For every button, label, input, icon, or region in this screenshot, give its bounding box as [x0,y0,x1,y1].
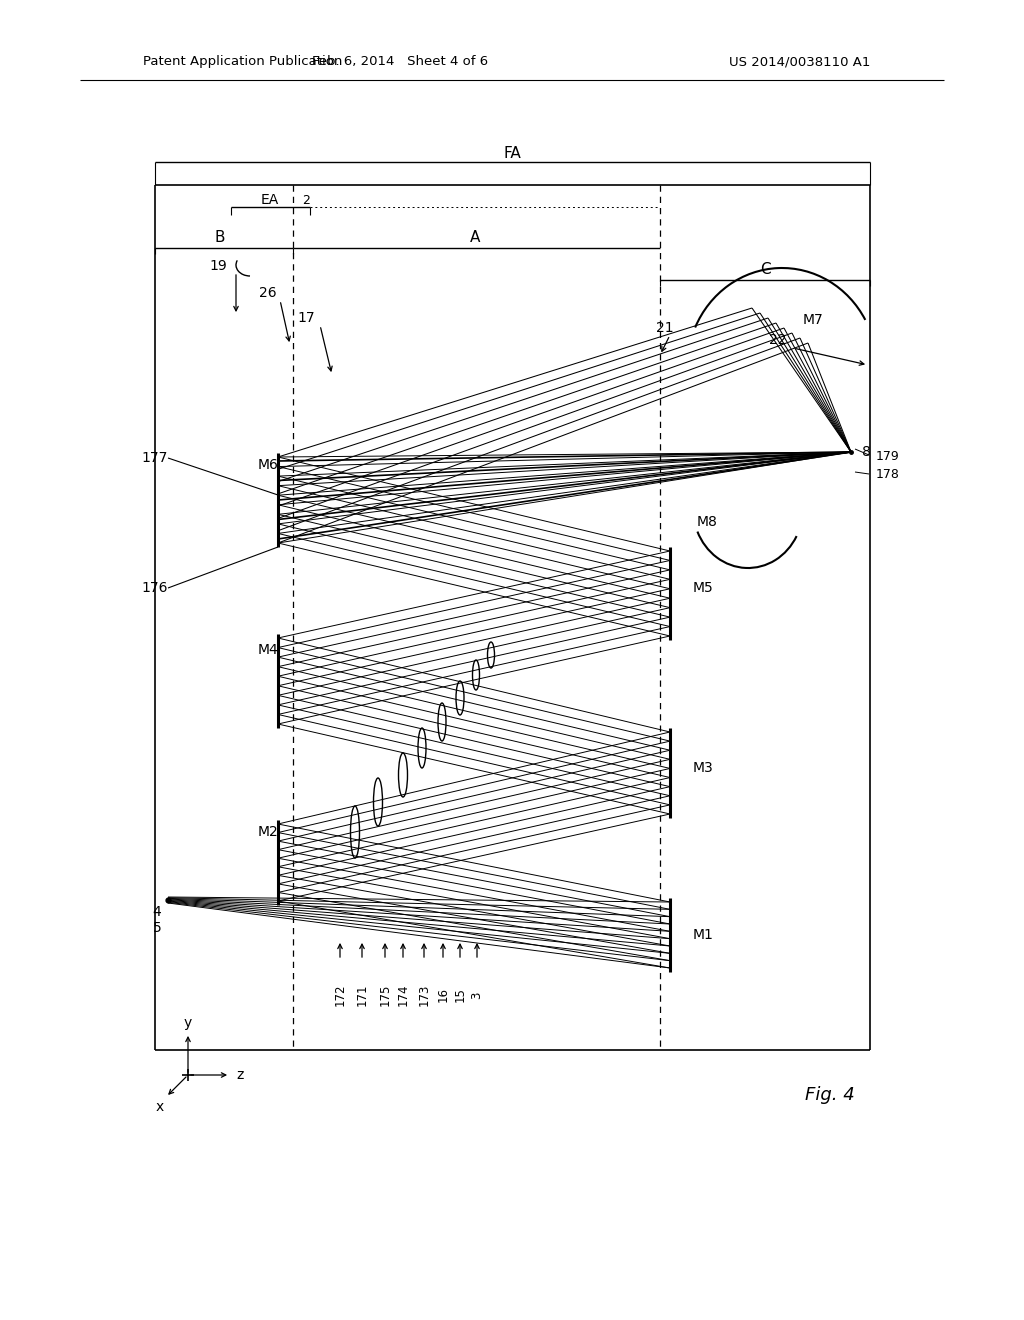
Text: 26: 26 [259,286,276,300]
Text: 174: 174 [396,983,410,1006]
Text: M1: M1 [693,928,714,942]
Text: 178: 178 [876,467,900,480]
Text: 2: 2 [302,194,310,206]
Text: M3: M3 [693,762,714,775]
Text: Patent Application Publication: Patent Application Publication [143,55,342,69]
Text: 4: 4 [153,906,162,919]
Text: M8: M8 [697,515,718,529]
Text: EA: EA [261,193,280,207]
Text: M6: M6 [258,458,279,473]
Text: M2: M2 [258,825,279,840]
Text: 179: 179 [876,450,900,462]
Text: M7: M7 [803,313,823,327]
Text: x: x [156,1100,164,1114]
Text: y: y [184,1016,193,1030]
Text: 177: 177 [141,451,168,465]
Text: 8: 8 [862,445,870,459]
Text: 176: 176 [141,581,168,595]
Text: 171: 171 [355,983,369,1006]
Text: M4: M4 [258,643,279,657]
Text: 19: 19 [209,259,227,273]
Text: 17: 17 [297,312,314,325]
Text: 172: 172 [334,983,346,1006]
Text: US 2014/0038110 A1: US 2014/0038110 A1 [729,55,870,69]
Text: 175: 175 [379,983,391,1006]
Text: Feb. 6, 2014   Sheet 4 of 6: Feb. 6, 2014 Sheet 4 of 6 [312,55,488,69]
Text: 22: 22 [769,333,786,347]
Text: A: A [470,231,480,246]
Text: 173: 173 [418,983,430,1006]
Text: Fig. 4: Fig. 4 [805,1086,855,1104]
Text: 5: 5 [153,921,162,935]
Text: C: C [760,263,770,277]
Text: 3: 3 [470,991,483,999]
Text: 15: 15 [454,987,467,1002]
Text: 16: 16 [436,987,450,1002]
Text: B: B [215,231,225,246]
Text: z: z [237,1068,244,1082]
Text: 21: 21 [656,321,674,335]
Text: FA: FA [503,145,521,161]
Text: M5: M5 [693,581,714,595]
